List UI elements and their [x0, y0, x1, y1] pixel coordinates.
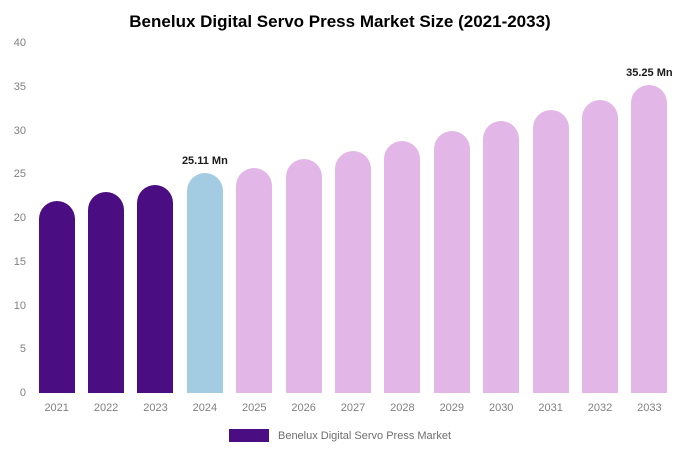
bar-column-2024: 25.11 Mn 2024	[180, 43, 229, 414]
chart-title: Benelux Digital Servo Press Market Size …	[129, 12, 551, 31]
bar-2033	[631, 84, 668, 393]
bar-2031	[532, 110, 569, 393]
y-tick-15: 15	[13, 255, 26, 268]
x-tick-2028: 2028	[390, 402, 415, 414]
bar-column-2022: 2022	[81, 43, 130, 414]
y-tick-35: 35	[13, 80, 26, 93]
bar-2021	[38, 200, 75, 393]
bar-2023	[137, 184, 174, 393]
x-tick-2027: 2027	[340, 402, 366, 414]
x-tick-2031: 2031	[538, 402, 563, 414]
value-label-2033: 35.25 Mn	[626, 66, 673, 79]
x-tick-2025: 2025	[242, 402, 267, 414]
y-tick-20: 20	[13, 212, 26, 224]
x-tick-2021: 2021	[44, 402, 69, 414]
bar-column-2027: 2027	[328, 43, 377, 414]
bar-column-2030: 2030	[477, 43, 526, 414]
x-tick-2033: 2033	[637, 402, 662, 414]
bar-column-2033: 35.25 Mn 2033	[625, 43, 674, 414]
bar-column-2029: 2029	[427, 43, 476, 414]
bar-column-2028: 2028	[378, 43, 427, 414]
legend-label: Benelux Digital Servo Press Market	[277, 429, 451, 442]
x-tick-2024: 2024	[192, 402, 218, 414]
bar-column-2023: 2023	[131, 43, 180, 414]
bar-2030	[483, 120, 520, 393]
x-tick-2030: 2030	[488, 402, 514, 414]
y-tick-0: 0	[19, 387, 26, 399]
bar-2032	[581, 99, 618, 393]
bar-2029	[433, 130, 470, 393]
y-tick-40: 40	[13, 37, 26, 49]
y-axis: 0 5 10 15 20 25 30 35 40	[0, 0, 28, 450]
bar-column-2026: 2026	[279, 43, 328, 414]
bar-2027	[335, 150, 372, 393]
x-tick-2022: 2022	[93, 402, 119, 414]
bar-2026	[285, 159, 322, 393]
x-tick-2026: 2026	[291, 402, 316, 414]
legend: Benelux Digital Servo Press Market	[0, 429, 680, 442]
bar-column-2021: 2021	[32, 43, 81, 414]
y-tick-25: 25	[13, 168, 26, 181]
value-label-2024: 25.11 Mn	[181, 155, 228, 168]
y-tick-30: 30	[13, 124, 26, 137]
bar-2022	[88, 191, 125, 393]
x-tick-2023: 2023	[143, 402, 168, 414]
y-tick-5: 5	[19, 343, 26, 356]
legend-swatch	[228, 429, 269, 442]
bar-column-2032: 2032	[575, 43, 624, 414]
x-tick-2029: 2029	[439, 402, 465, 414]
bar-2028	[384, 141, 421, 393]
x-tick-2032: 2032	[587, 402, 613, 414]
y-tick-10: 10	[13, 299, 26, 312]
bar-column-2031: 2031	[526, 43, 575, 414]
plot-area: 2021 2022 2023 25.11 Mn 2024 2025 2026 2027 2028…	[32, 43, 674, 414]
bar-2025	[236, 168, 273, 393]
bar-column-2025: 2025	[230, 43, 279, 414]
bar-2024	[186, 173, 223, 393]
